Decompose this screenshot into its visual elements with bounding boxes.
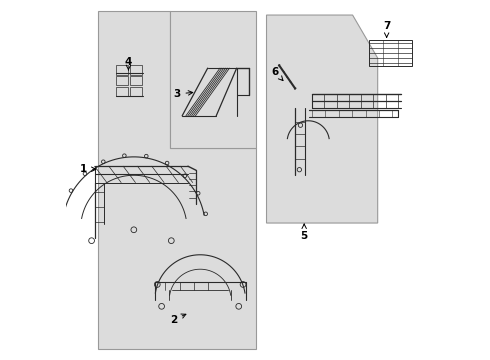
Text: 3: 3	[173, 89, 193, 99]
Polygon shape	[170, 12, 256, 148]
Text: 2: 2	[170, 314, 186, 325]
Bar	[116, 76, 128, 85]
Bar	[130, 76, 142, 85]
Bar	[130, 87, 142, 96]
Text: 1: 1	[80, 164, 96, 174]
Text: 4: 4	[125, 57, 132, 70]
Polygon shape	[267, 15, 378, 223]
Bar	[130, 65, 142, 75]
Bar	[116, 65, 128, 75]
Text: 7: 7	[383, 21, 391, 37]
Polygon shape	[98, 12, 256, 348]
Text: 6: 6	[272, 67, 283, 81]
Bar	[369, 40, 412, 66]
Text: 5: 5	[300, 224, 308, 240]
Bar	[116, 87, 128, 96]
